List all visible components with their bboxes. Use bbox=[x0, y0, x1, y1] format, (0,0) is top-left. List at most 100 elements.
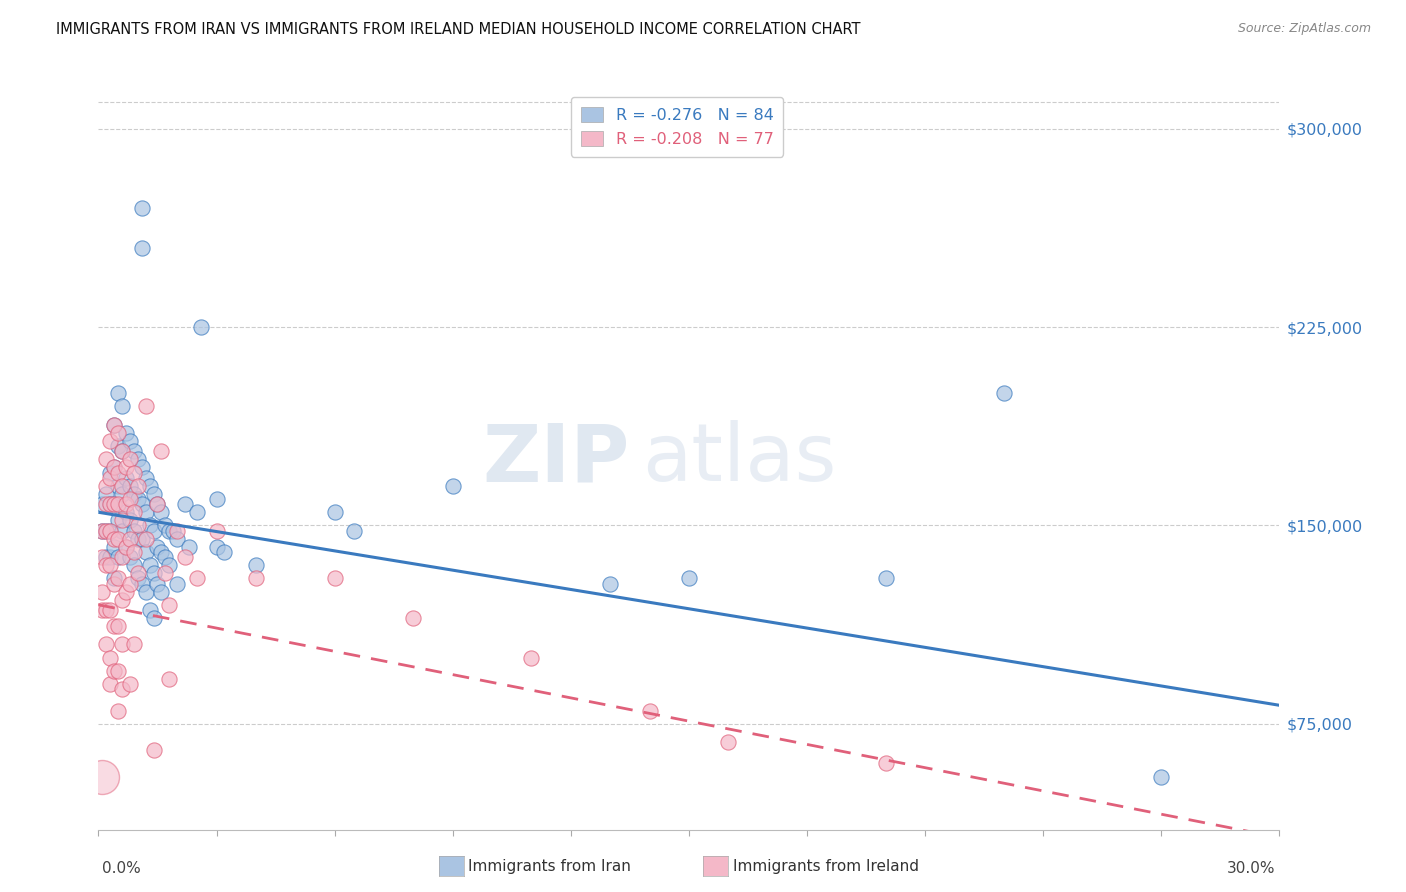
Point bbox=[122, 466, 145, 480]
Point bbox=[122, 637, 145, 651]
Point bbox=[150, 545, 173, 559]
Point bbox=[111, 444, 134, 458]
Text: Immigrants from Iran: Immigrants from Iran bbox=[468, 859, 631, 873]
Point bbox=[103, 417, 125, 432]
Point bbox=[146, 497, 169, 511]
Point bbox=[98, 471, 121, 485]
Point bbox=[142, 611, 165, 625]
Point bbox=[107, 704, 129, 718]
Point bbox=[127, 452, 149, 467]
Point bbox=[103, 664, 125, 678]
Point bbox=[135, 545, 157, 559]
Point bbox=[111, 524, 134, 538]
Point bbox=[96, 550, 118, 565]
Point bbox=[115, 505, 138, 519]
Point bbox=[111, 592, 134, 607]
Point bbox=[107, 466, 129, 480]
Point bbox=[205, 524, 228, 538]
Point bbox=[343, 524, 366, 538]
Point bbox=[599, 576, 621, 591]
Point bbox=[98, 558, 121, 573]
Point bbox=[107, 532, 129, 546]
Point bbox=[138, 603, 160, 617]
Point bbox=[138, 518, 160, 533]
Point bbox=[103, 571, 125, 585]
Point bbox=[107, 550, 129, 565]
Point bbox=[717, 735, 740, 749]
Point bbox=[98, 434, 121, 448]
Point bbox=[118, 677, 141, 691]
Text: IMMIGRANTS FROM IRAN VS IMMIGRANTS FROM IRELAND MEDIAN HOUSEHOLD INCOME CORRELAT: IMMIGRANTS FROM IRAN VS IMMIGRANTS FROM … bbox=[56, 22, 860, 37]
Point bbox=[122, 545, 145, 559]
Point bbox=[146, 497, 169, 511]
Point bbox=[155, 550, 177, 565]
Point bbox=[157, 672, 180, 686]
Point bbox=[135, 584, 157, 599]
Point bbox=[205, 540, 228, 554]
Point bbox=[107, 386, 129, 401]
Point bbox=[638, 704, 661, 718]
Point bbox=[98, 497, 121, 511]
Point bbox=[118, 491, 141, 506]
Point bbox=[98, 603, 121, 617]
Point bbox=[157, 558, 180, 573]
Point bbox=[1150, 770, 1173, 784]
Point bbox=[98, 550, 121, 565]
Text: Immigrants from Ireland: Immigrants from Ireland bbox=[733, 859, 918, 873]
Point bbox=[135, 532, 157, 546]
Point bbox=[177, 540, 200, 554]
Point bbox=[111, 637, 134, 651]
Point bbox=[131, 460, 153, 475]
Point bbox=[131, 241, 153, 255]
Point bbox=[155, 518, 177, 533]
Text: 0.0%: 0.0% bbox=[103, 862, 141, 876]
Point bbox=[146, 540, 169, 554]
Point bbox=[111, 479, 134, 493]
Point bbox=[214, 545, 236, 559]
Point bbox=[157, 598, 180, 612]
Point bbox=[122, 444, 145, 458]
Point bbox=[678, 571, 700, 585]
Point bbox=[166, 532, 188, 546]
Point bbox=[875, 756, 897, 771]
Point bbox=[91, 584, 114, 599]
Point bbox=[96, 497, 118, 511]
Point bbox=[91, 524, 114, 538]
Point bbox=[118, 513, 141, 527]
Point bbox=[131, 497, 153, 511]
Point bbox=[127, 532, 149, 546]
Point bbox=[131, 532, 153, 546]
Point bbox=[96, 452, 118, 467]
Point bbox=[122, 524, 145, 538]
Point bbox=[142, 566, 165, 580]
Point bbox=[131, 201, 153, 215]
Text: Source: ZipAtlas.com: Source: ZipAtlas.com bbox=[1237, 22, 1371, 36]
Point bbox=[138, 479, 160, 493]
Point bbox=[115, 471, 138, 485]
Point bbox=[91, 550, 114, 565]
Point bbox=[135, 471, 157, 485]
Point bbox=[122, 505, 145, 519]
Point bbox=[122, 558, 145, 573]
Point bbox=[118, 532, 141, 546]
Point bbox=[131, 576, 153, 591]
Point bbox=[107, 619, 129, 633]
Point bbox=[135, 400, 157, 414]
Point bbox=[118, 550, 141, 565]
Point bbox=[127, 518, 149, 533]
Point bbox=[190, 320, 212, 334]
Point bbox=[98, 497, 121, 511]
Point bbox=[103, 619, 125, 633]
Point bbox=[138, 558, 160, 573]
Point bbox=[111, 487, 134, 501]
Point bbox=[103, 460, 125, 475]
Point bbox=[98, 677, 121, 691]
Point bbox=[146, 576, 169, 591]
Point bbox=[98, 650, 121, 665]
Point bbox=[115, 584, 138, 599]
Point bbox=[993, 386, 1015, 401]
Point bbox=[107, 571, 129, 585]
Point bbox=[323, 505, 346, 519]
Point bbox=[107, 425, 129, 440]
Point bbox=[245, 571, 267, 585]
